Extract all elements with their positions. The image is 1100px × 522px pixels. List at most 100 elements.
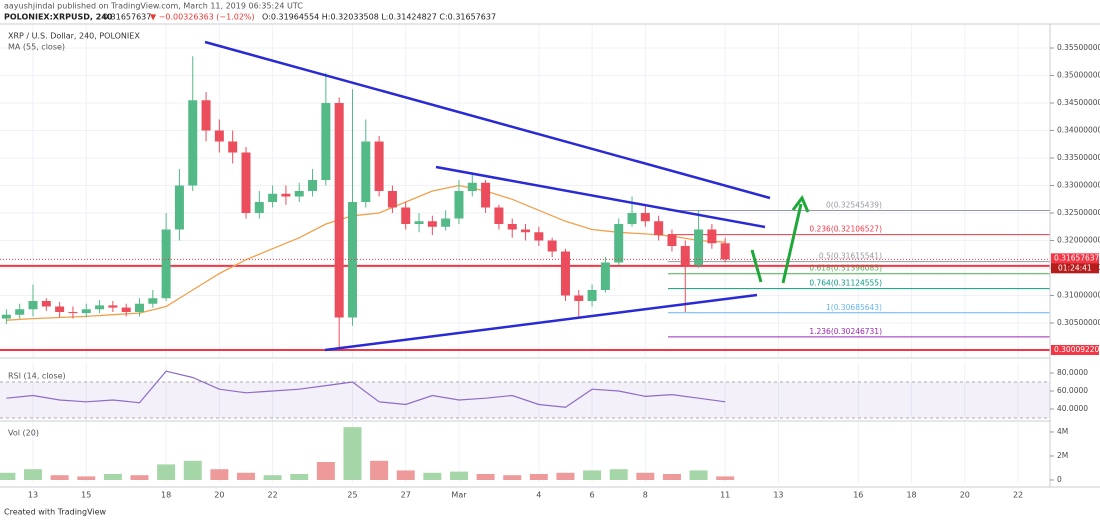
candle-body xyxy=(680,246,690,266)
candle-body xyxy=(427,221,437,227)
x-tick-label: 18 xyxy=(906,491,916,500)
candle-body xyxy=(720,243,730,260)
timer-label: 01:24:41 xyxy=(1058,263,1092,272)
candle-body xyxy=(454,191,464,219)
candle-body xyxy=(228,141,238,153)
candle-body xyxy=(95,305,105,310)
volume-bar xyxy=(130,475,149,480)
arrow-down xyxy=(750,249,763,283)
candle-body xyxy=(574,295,584,301)
volume-bar xyxy=(290,473,309,480)
x-tick-label: 22 xyxy=(268,491,278,500)
candle-body xyxy=(481,182,491,208)
candle-body xyxy=(1,314,11,319)
price-tag-label: 0.30009220 xyxy=(1054,345,1100,354)
volume-bar xyxy=(183,460,202,480)
x-tick-label: 13 xyxy=(773,491,783,500)
x-tick-label: 20 xyxy=(214,491,224,500)
volume-bar xyxy=(396,470,415,480)
grid-layer xyxy=(0,25,1050,483)
candle-body xyxy=(534,232,544,241)
x-tick-label: 22 xyxy=(1013,491,1023,500)
candle-body xyxy=(414,221,424,225)
candle-body xyxy=(587,289,597,301)
candle-body xyxy=(121,307,131,312)
volume-bar xyxy=(583,470,602,480)
trendline xyxy=(435,165,766,229)
candle-body xyxy=(148,298,158,304)
fib-label: 0.5(0.31615541) xyxy=(819,252,882,261)
x-tick-label: 13 xyxy=(28,491,38,500)
candle-body xyxy=(627,213,637,225)
candle-body xyxy=(241,152,251,214)
candle-body xyxy=(15,309,25,315)
y-tick-label: 80.0000 xyxy=(1057,368,1088,377)
volume-bar xyxy=(263,475,282,480)
candle-body xyxy=(41,300,51,307)
price-tag-label: 0.31657637 xyxy=(1054,253,1100,262)
timer-tag xyxy=(1051,263,1099,274)
candle-body xyxy=(600,262,610,290)
x-tick-label: 16 xyxy=(853,491,863,500)
candle-body xyxy=(161,229,171,299)
drawings xyxy=(204,40,771,352)
volume-bar xyxy=(370,460,389,480)
fib-label: 0.618(0.31396085) xyxy=(809,264,882,273)
volume-legend: Vol (20) xyxy=(8,429,39,438)
rsi-line xyxy=(6,370,726,408)
candle-body xyxy=(654,221,664,236)
candle-body xyxy=(507,224,517,230)
candle-body xyxy=(188,100,198,186)
volume-bar xyxy=(343,427,362,480)
y-tick-label: 2M xyxy=(1057,451,1068,460)
volume-bar xyxy=(609,469,628,480)
volume-bar xyxy=(50,475,69,480)
fib-label: 0(0.32545439) xyxy=(826,201,882,210)
candle-body xyxy=(321,103,331,181)
candle-body xyxy=(401,207,411,225)
arrows xyxy=(750,195,810,284)
candle-body xyxy=(374,141,384,192)
candle-body xyxy=(81,309,91,314)
volume-bar xyxy=(423,472,442,480)
volume-bar xyxy=(24,469,43,480)
y-tick-label: 0.35500000 xyxy=(1057,43,1100,52)
candle-body xyxy=(281,193,291,197)
candle-body xyxy=(174,185,184,230)
volume-bar xyxy=(210,469,229,480)
y-tick-label: 40.0000 xyxy=(1057,404,1088,413)
symbol: POLONIEX:XRPUSD, 240 xyxy=(4,13,113,22)
y-tick-label: 0.35000000 xyxy=(1057,71,1100,80)
fib-label: 0.236(0.32106527) xyxy=(809,225,882,234)
volume-bar xyxy=(689,470,708,480)
volume-bar xyxy=(716,476,735,480)
candle-body xyxy=(268,193,278,203)
x-tick-label: 11 xyxy=(720,491,730,500)
x-tick-label: 4 xyxy=(536,491,541,500)
y-tick-label: 60.0000 xyxy=(1057,386,1088,395)
ma-legend: MA (55, close) xyxy=(8,43,65,52)
candle-body xyxy=(494,207,504,225)
candle-body xyxy=(560,251,570,296)
volume-bar xyxy=(529,473,548,480)
candle-body xyxy=(667,235,677,246)
candle-body xyxy=(254,202,264,214)
price-tag xyxy=(1051,344,1099,355)
rsi-legend: RSI (14, close) xyxy=(8,372,66,381)
candle-body xyxy=(28,300,38,310)
candle-body xyxy=(135,303,145,312)
y-tick-label: 0 xyxy=(1057,475,1062,484)
volume-bar xyxy=(556,472,575,480)
x-tick-label: 18 xyxy=(161,491,171,500)
candle-body xyxy=(55,306,65,312)
x-tick-label: 6 xyxy=(590,491,595,500)
candle-body xyxy=(547,240,557,252)
y-tick-label: 0.32000000 xyxy=(1057,236,1100,245)
fib-label: 1(0.30685643) xyxy=(826,303,882,312)
publisher: aayushjindal published on TradingView.co… xyxy=(4,2,303,11)
footer: Created with TradingView xyxy=(4,508,107,517)
price-tag xyxy=(1051,253,1099,264)
volume-bar xyxy=(449,471,468,480)
volume-bar xyxy=(0,472,16,480)
